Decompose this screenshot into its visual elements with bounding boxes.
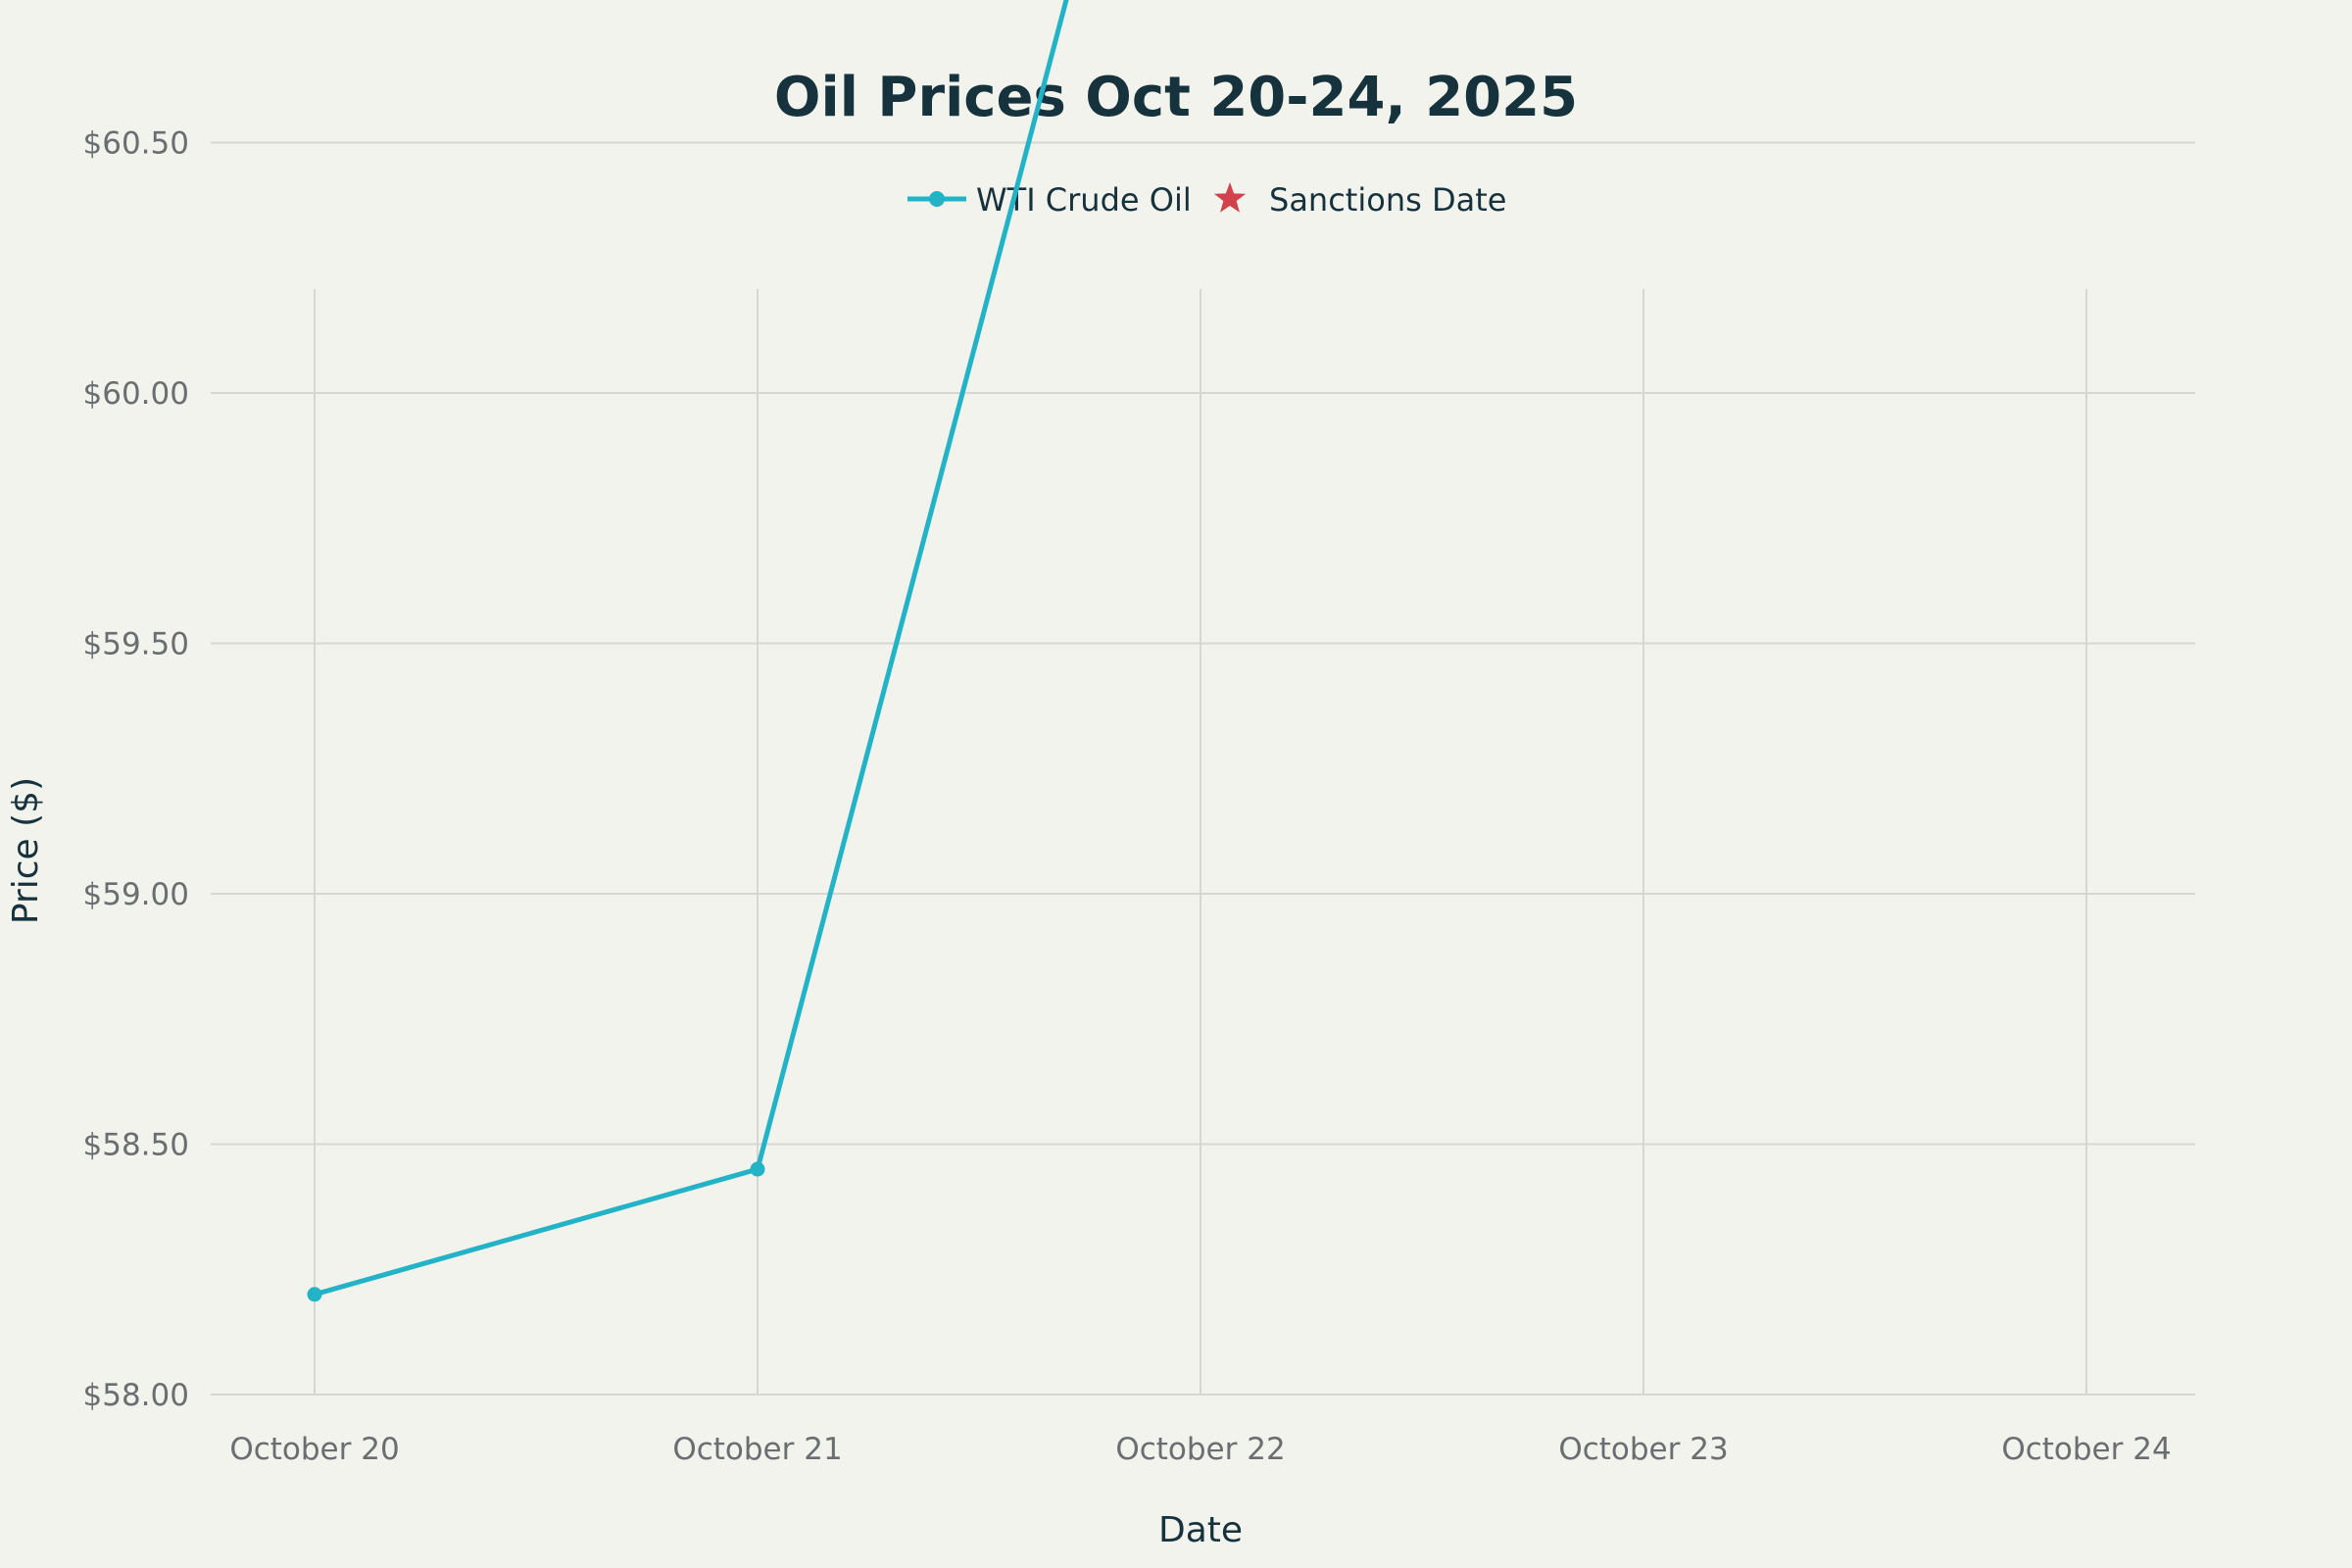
x-tick-labels: October 20 October 21 October 22 October 23… <box>229 1432 2171 1467</box>
data-point[interactable] <box>750 1161 765 1177</box>
y-tick-label: $58.00 <box>83 1378 189 1413</box>
y-tick-label: $58.50 <box>83 1128 189 1163</box>
y-axis-title: Price ($) <box>6 777 46 924</box>
legend-label-sanctions: Sanctions Date <box>1269 181 1506 219</box>
legend-star-icon <box>1213 182 1247 213</box>
x-tick-label: October 20 <box>229 1432 399 1467</box>
y-tick-label: $59.00 <box>83 877 189 912</box>
y-tick-label: $60.50 <box>83 126 189 162</box>
x-tick-label: October 21 <box>672 1432 842 1467</box>
x-axis-title: Date <box>1158 1510 1243 1550</box>
series-layer <box>307 0 1069 1302</box>
y-gridlines <box>211 141 2195 1396</box>
y-tick-labels: $58.00$58.50$59.00$59.50$60.00$60.50$61.… <box>83 126 189 1414</box>
x-tick-label: October 24 <box>2001 1432 2171 1467</box>
y-tick-label: $60.00 <box>83 376 189 412</box>
legend-marker-circle-icon <box>929 191 945 207</box>
chart-title: Oil Prices Oct 20-24, 2025 <box>774 66 1578 129</box>
series-line-wti <box>312 0 1069 1298</box>
x-tick-label: October 22 <box>1115 1432 1285 1467</box>
legend-item-sanctions[interactable]: Sanctions Date <box>1213 181 1507 219</box>
x-gridlines <box>314 289 2087 1395</box>
y-tick-label: $59.50 <box>83 627 189 662</box>
data-point[interactable] <box>307 1287 322 1302</box>
x-tick-label: October 23 <box>1558 1432 1728 1467</box>
